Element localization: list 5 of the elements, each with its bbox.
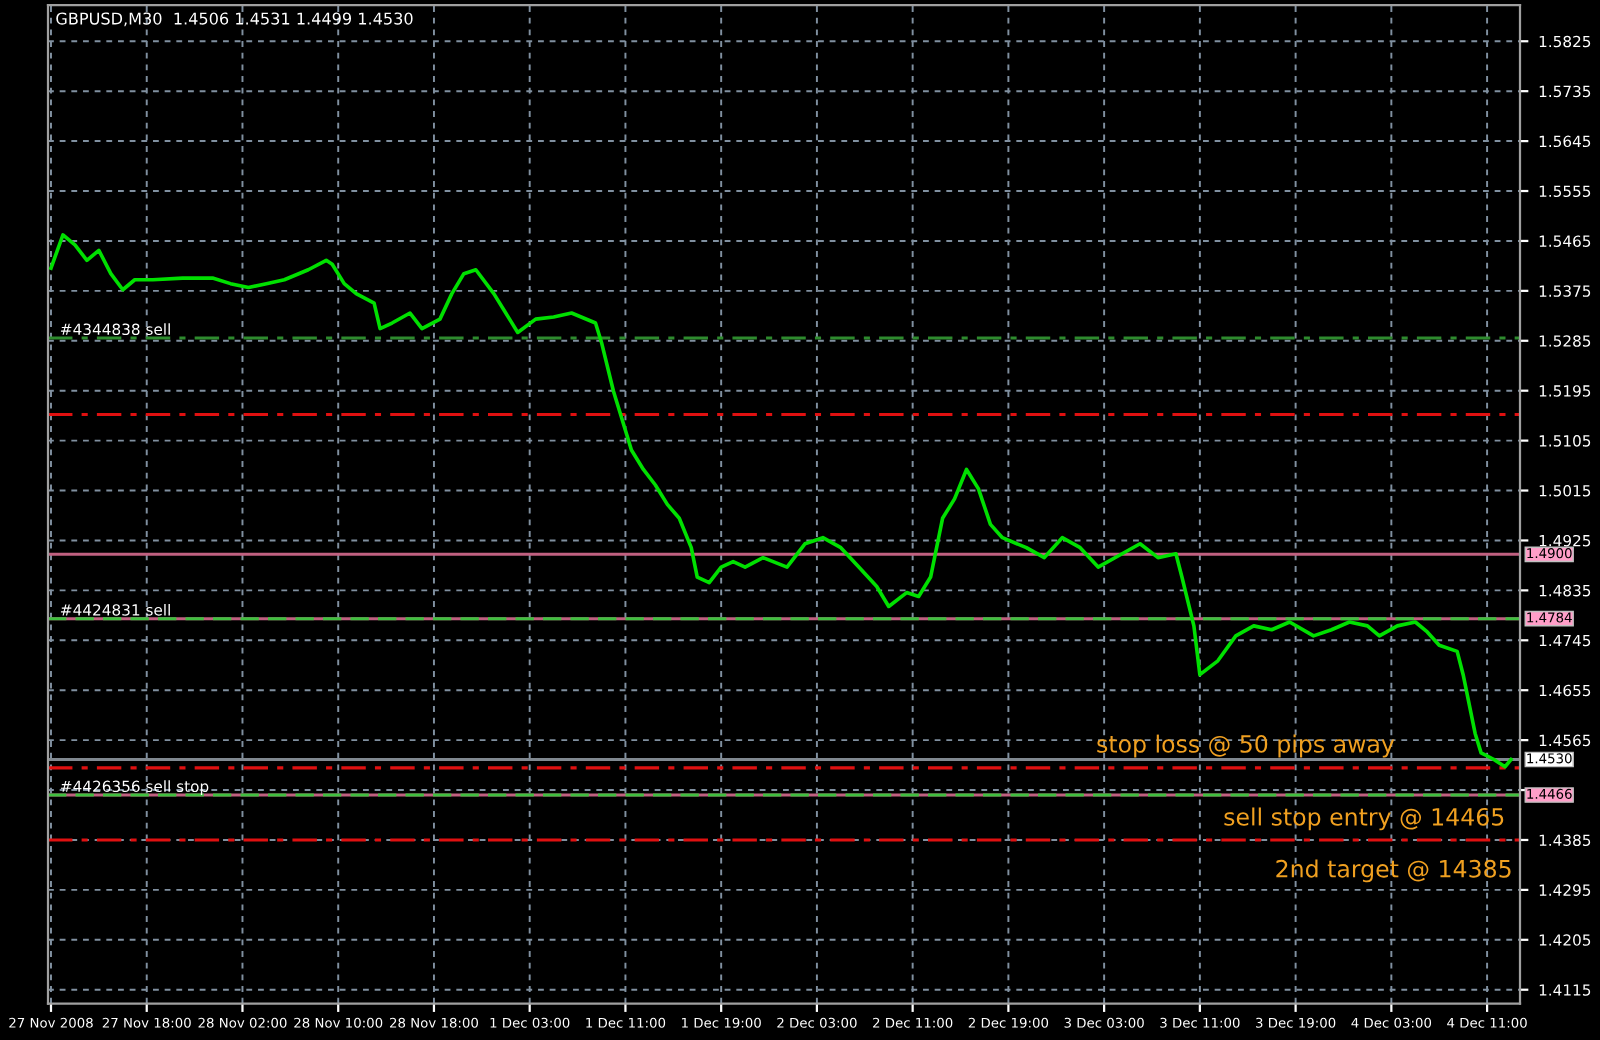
line-series [49, 233, 1513, 769]
chart-title: GBPUSD,M30 1.4506 1.4531 1.4499 1.4530 [56, 12, 413, 27]
annotation: stop loss @ 50 pips away [1097, 734, 1395, 758]
annotation: 2nd target @ 14385 [1276, 859, 1511, 883]
annotation: sell stop entry @ 14465 [1224, 807, 1504, 831]
